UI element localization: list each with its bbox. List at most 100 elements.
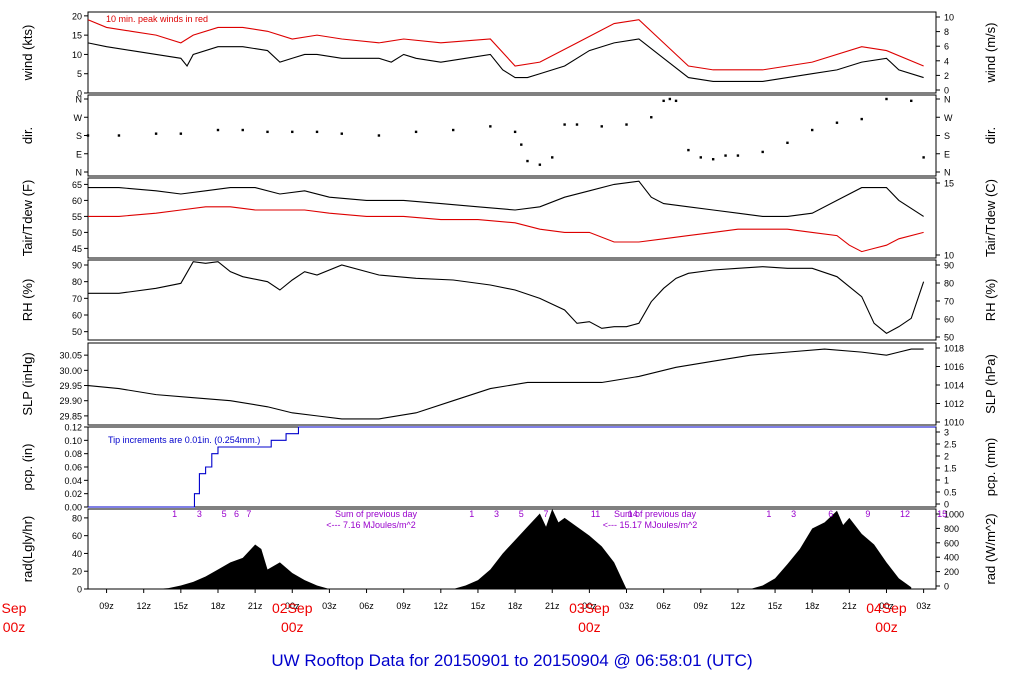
x-tick-label: 21z: [545, 601, 560, 611]
dir-point: [711, 158, 715, 161]
tick-label-right: 10: [944, 251, 954, 261]
tick-label-left: 30.00: [59, 366, 82, 376]
x-tick-label: 18z: [508, 601, 523, 611]
tick-label-left: 40: [72, 549, 82, 559]
x-tick-label: 12z: [731, 601, 746, 611]
y-label-right: rad (W/m^2): [983, 513, 998, 584]
x-tick-label: 09z: [396, 601, 411, 611]
y-label-right: pcp. (mm): [983, 438, 998, 497]
tick-label-right: 1.5: [944, 464, 957, 474]
dir-point: [811, 128, 814, 132]
hour-label: 1: [766, 509, 771, 519]
tick-label-right: 1018: [944, 344, 964, 354]
dir-point: [668, 97, 672, 101]
hour-label: 3: [494, 509, 499, 519]
tick-label-right: 1: [944, 476, 949, 486]
y-label-left: dir.: [20, 127, 35, 144]
tick-label-right: 70: [944, 297, 954, 307]
panel-temp: 45 50 55 60 65 10 15 Tair/Tdew (F) Tair/Tdew (C): [20, 177, 998, 261]
tick-label-left: 0.12: [64, 423, 82, 433]
tick-label-right: 400: [944, 553, 959, 563]
tick-label-right: 2: [944, 452, 949, 462]
x-tick-label: 00z: [879, 601, 894, 611]
tick-label-right: N: [944, 95, 951, 105]
x-tick-label: 00z: [582, 601, 597, 611]
tick-label-left: 55: [72, 212, 82, 222]
x-tick-label: 18z: [805, 601, 820, 611]
tick-label-right: N: [944, 168, 951, 178]
tick-label-right: 90: [944, 261, 954, 271]
series-line-rh-0: [88, 261, 925, 334]
tick-label-right: 3: [944, 428, 949, 438]
tick-label-right: 1016: [944, 362, 964, 372]
dir-point: [520, 143, 523, 146]
tick-label-right: 1000: [944, 510, 964, 520]
dir-point: [724, 154, 727, 157]
panel-frame: [87, 11, 937, 94]
rad-sum-value: <--- 7.16 MJoules/m^2: [326, 520, 416, 530]
dir-point: [315, 130, 319, 134]
day-label: Sep: [2, 600, 27, 616]
dir-point: [662, 99, 665, 103]
x-tick-label: 06z: [359, 601, 374, 611]
rad-sum-title: Sum of previous day: [614, 509, 697, 519]
panel-frame: [87, 342, 937, 426]
tick-label-left: 60: [72, 531, 82, 541]
tick-label-right: 1010: [944, 418, 964, 428]
dir-point: [687, 148, 690, 152]
tick-label-left: 0.02: [64, 489, 82, 499]
tick-label-left: 0: [77, 585, 82, 595]
tick-label-right: 0.5: [944, 488, 957, 498]
panel-slp: 29.85 29.90 29.95 30.00 30.05 1010 1012 1014 101…: [20, 342, 998, 428]
x-tick-label: 15z: [471, 601, 486, 611]
tick-label-left: 0.06: [64, 463, 82, 473]
dir-point: [117, 134, 121, 137]
dir-point: [786, 141, 789, 144]
hour-label: 6: [828, 509, 833, 519]
tick-label-right: 80: [944, 279, 954, 289]
hour-label: 7: [544, 509, 549, 519]
x-tick-label: 03z: [322, 601, 337, 611]
dir-point: [575, 123, 579, 126]
tick-label-right: 0: [944, 86, 949, 96]
hour-label: 7: [246, 509, 251, 519]
series-line-pcp-0: [88, 426, 936, 508]
tick-label-left: 45: [72, 244, 82, 254]
day-label: 03Sep: [569, 600, 610, 616]
y-label-right: SLP (hPa): [983, 354, 998, 414]
tick-label-left: 5: [77, 69, 82, 79]
tick-label-left: 29.85: [59, 411, 82, 421]
y-label-right: Tair/Tdew (C): [983, 179, 998, 257]
panel-pcp: 0.00 0.02 0.04 0.06 0.08 0.10 0.12 0 0.5 1 1.5 2 2.5…: [20, 423, 998, 513]
hour-label: 11: [591, 509, 600, 519]
dir-point: [414, 130, 418, 134]
dir-point: [538, 163, 542, 166]
tick-label-left: 50: [72, 327, 82, 337]
hour-label: 5: [222, 509, 227, 519]
series-line-temp-0: [88, 180, 924, 217]
dir-point: [377, 134, 381, 137]
dir-point: [674, 99, 678, 103]
y-label-left: rad(Lgly/hr): [20, 516, 35, 582]
tick-label-left: 20: [72, 11, 82, 21]
tick-label-left: 80: [72, 277, 82, 287]
panel-rh: 50 60 70 80 90 50 60 70 80 90 RH (%) RH (%): [20, 259, 998, 343]
tick-label-left: E: [76, 149, 82, 159]
day-label: 04Sep: [866, 600, 907, 616]
x-tick-label: 03z: [619, 601, 634, 611]
dir-point: [625, 123, 628, 126]
x-tick-label: 09z: [694, 601, 709, 611]
hour-label: 6: [234, 509, 239, 519]
dir-point: [922, 156, 925, 159]
dir-point: [266, 130, 269, 134]
tick-label-left: 30.05: [59, 351, 82, 361]
tick-label-right: 6: [944, 42, 949, 52]
dir-point: [179, 132, 183, 135]
y-label-left: wind (kts): [20, 25, 35, 82]
tick-label-right: 15: [944, 179, 954, 189]
dir-point: [86, 134, 90, 137]
tick-label-left: 0: [77, 89, 82, 99]
panel-frame: [87, 94, 937, 177]
tick-label-left: N: [76, 168, 83, 178]
